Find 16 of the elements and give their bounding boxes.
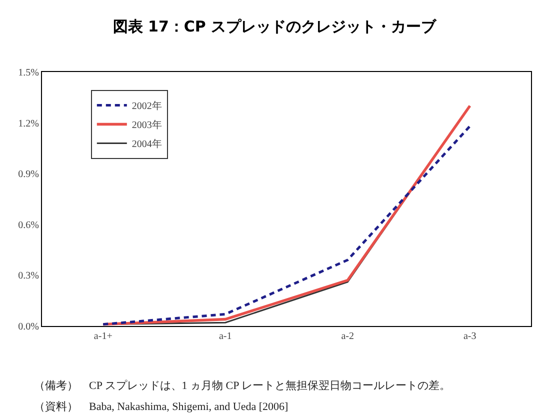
x-tick-label: a-3 <box>463 331 476 342</box>
x-tick-label: a-1 <box>218 331 232 342</box>
y-tick-label: 0.3% <box>18 270 39 282</box>
y-tick-label: 1.5% <box>18 68 39 78</box>
chart-title: 図表 17：CP スプレッドのクレジット・カーブ <box>112 17 438 36</box>
legend-label: 2004年 <box>132 138 162 150</box>
x-tick-label: a-1+ <box>94 331 113 342</box>
text: （資料） Baba, Nakashima, Shigemi, and Ueda [2006] <box>34 400 288 413</box>
x-tick-label: a-2 <box>341 331 354 342</box>
y-tick-label: 0.9% <box>18 169 39 180</box>
y-tick-label: 0.0% <box>18 322 39 332</box>
legend-label: 2003年 <box>132 119 162 132</box>
legend-label: 2002年 <box>132 100 162 112</box>
y-tick-label: 1.2% <box>18 118 39 130</box>
y-tick-label: 0.6% <box>18 220 39 231</box>
text: （備考） CP スプレッドは、1 ヵ月物 CP レートと無担保翌日物コールレートの差。 <box>34 379 451 392</box>
